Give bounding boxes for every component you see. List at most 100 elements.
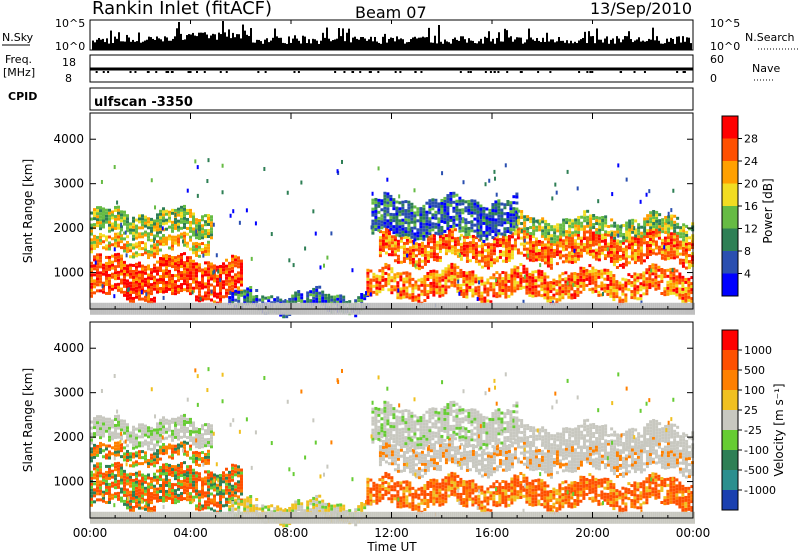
power-cell [246, 296, 250, 300]
power-cell [117, 270, 120, 274]
power-cell [507, 294, 511, 298]
power-cell [510, 244, 514, 248]
power-cell [440, 219, 444, 223]
power-cell [621, 283, 625, 287]
power-speckle [162, 295, 165, 300]
power-cell [637, 232, 641, 236]
power-cell [207, 279, 210, 283]
nsky-bar [572, 43, 574, 50]
power-cell [374, 197, 378, 201]
power-cell [386, 207, 390, 211]
power-speckle [369, 292, 372, 297]
power-cell [378, 251, 382, 255]
velocity-cell [213, 488, 216, 492]
power-cell [393, 285, 397, 289]
power-cell [422, 222, 426, 226]
power-cell [141, 214, 144, 218]
power-cell [537, 242, 541, 246]
power-cell [228, 273, 231, 277]
power-cell [462, 253, 466, 257]
power-cell [111, 216, 114, 220]
power-cell [673, 226, 677, 230]
power-cell [132, 275, 135, 279]
power-cell [371, 228, 375, 232]
power-cell [588, 228, 592, 232]
power-cell [604, 224, 608, 228]
power-cell [687, 266, 691, 270]
velocity-cell [123, 502, 126, 506]
power-cell [108, 258, 111, 262]
nsky-bar [520, 37, 522, 50]
power-cell [612, 254, 616, 258]
power-cell [579, 242, 583, 246]
power-cell [651, 266, 655, 270]
velocity-cell [207, 485, 210, 489]
power-cell [180, 274, 183, 278]
power-cell [494, 233, 498, 237]
velocity-cell [192, 468, 195, 472]
power-cell [461, 229, 465, 233]
velocity-cell [192, 486, 195, 490]
power-cell [390, 253, 394, 257]
power-cell [96, 274, 99, 278]
power-cell [648, 229, 652, 233]
power-cell [464, 218, 468, 222]
power-cell [138, 235, 141, 239]
power-cell [162, 213, 165, 217]
power-cell [96, 209, 99, 213]
power-cell [606, 286, 610, 290]
power-cell [471, 252, 475, 256]
power-cell [177, 266, 180, 270]
power-cell [96, 265, 99, 269]
power-cell [392, 216, 396, 220]
velocity-cell [225, 488, 228, 492]
power-cell [294, 294, 298, 298]
power-cell [423, 244, 427, 248]
nsky-bar [194, 35, 196, 50]
power-cell [195, 227, 198, 231]
power-cell [318, 291, 322, 295]
power-cell [449, 191, 453, 195]
power-cell [672, 235, 676, 239]
velocity-cell [96, 498, 99, 502]
nsky-bar [648, 38, 650, 50]
power-cell [670, 220, 674, 224]
velocity-cell [117, 470, 120, 474]
power-cell [648, 250, 652, 254]
velocity-cell [186, 492, 189, 496]
velocity-cell [129, 496, 132, 500]
power-cell [666, 242, 670, 246]
power-cell [132, 284, 135, 288]
power-cell [506, 221, 510, 225]
power-cell [462, 244, 466, 248]
power-cell [93, 246, 96, 250]
power-cell [138, 282, 141, 286]
power-speckle [161, 226, 164, 231]
power-cell [123, 243, 126, 247]
power-cell [488, 232, 492, 236]
power-cell [516, 269, 520, 273]
power-cell [366, 268, 370, 272]
power-cell [684, 295, 688, 299]
power-cell [663, 275, 667, 279]
velocity-cell [126, 503, 129, 507]
power-cell [670, 223, 674, 227]
power-cell [195, 221, 198, 225]
velocity-cell [177, 499, 180, 503]
nsky-bar [130, 41, 132, 50]
velocity-cell [102, 443, 105, 447]
power-cell [637, 229, 641, 233]
power-cell [669, 282, 673, 286]
power-cell [606, 242, 610, 246]
power-cell [96, 218, 99, 222]
velocity-cell [99, 471, 102, 475]
velocity-cell [171, 471, 174, 475]
power-cell [588, 270, 592, 274]
power-cell [438, 235, 442, 239]
power-cell [390, 238, 394, 242]
power-cell [438, 282, 442, 286]
power-cell [531, 285, 535, 289]
power-cell [585, 251, 589, 255]
power-cell [654, 272, 658, 276]
power-cell [150, 289, 153, 293]
